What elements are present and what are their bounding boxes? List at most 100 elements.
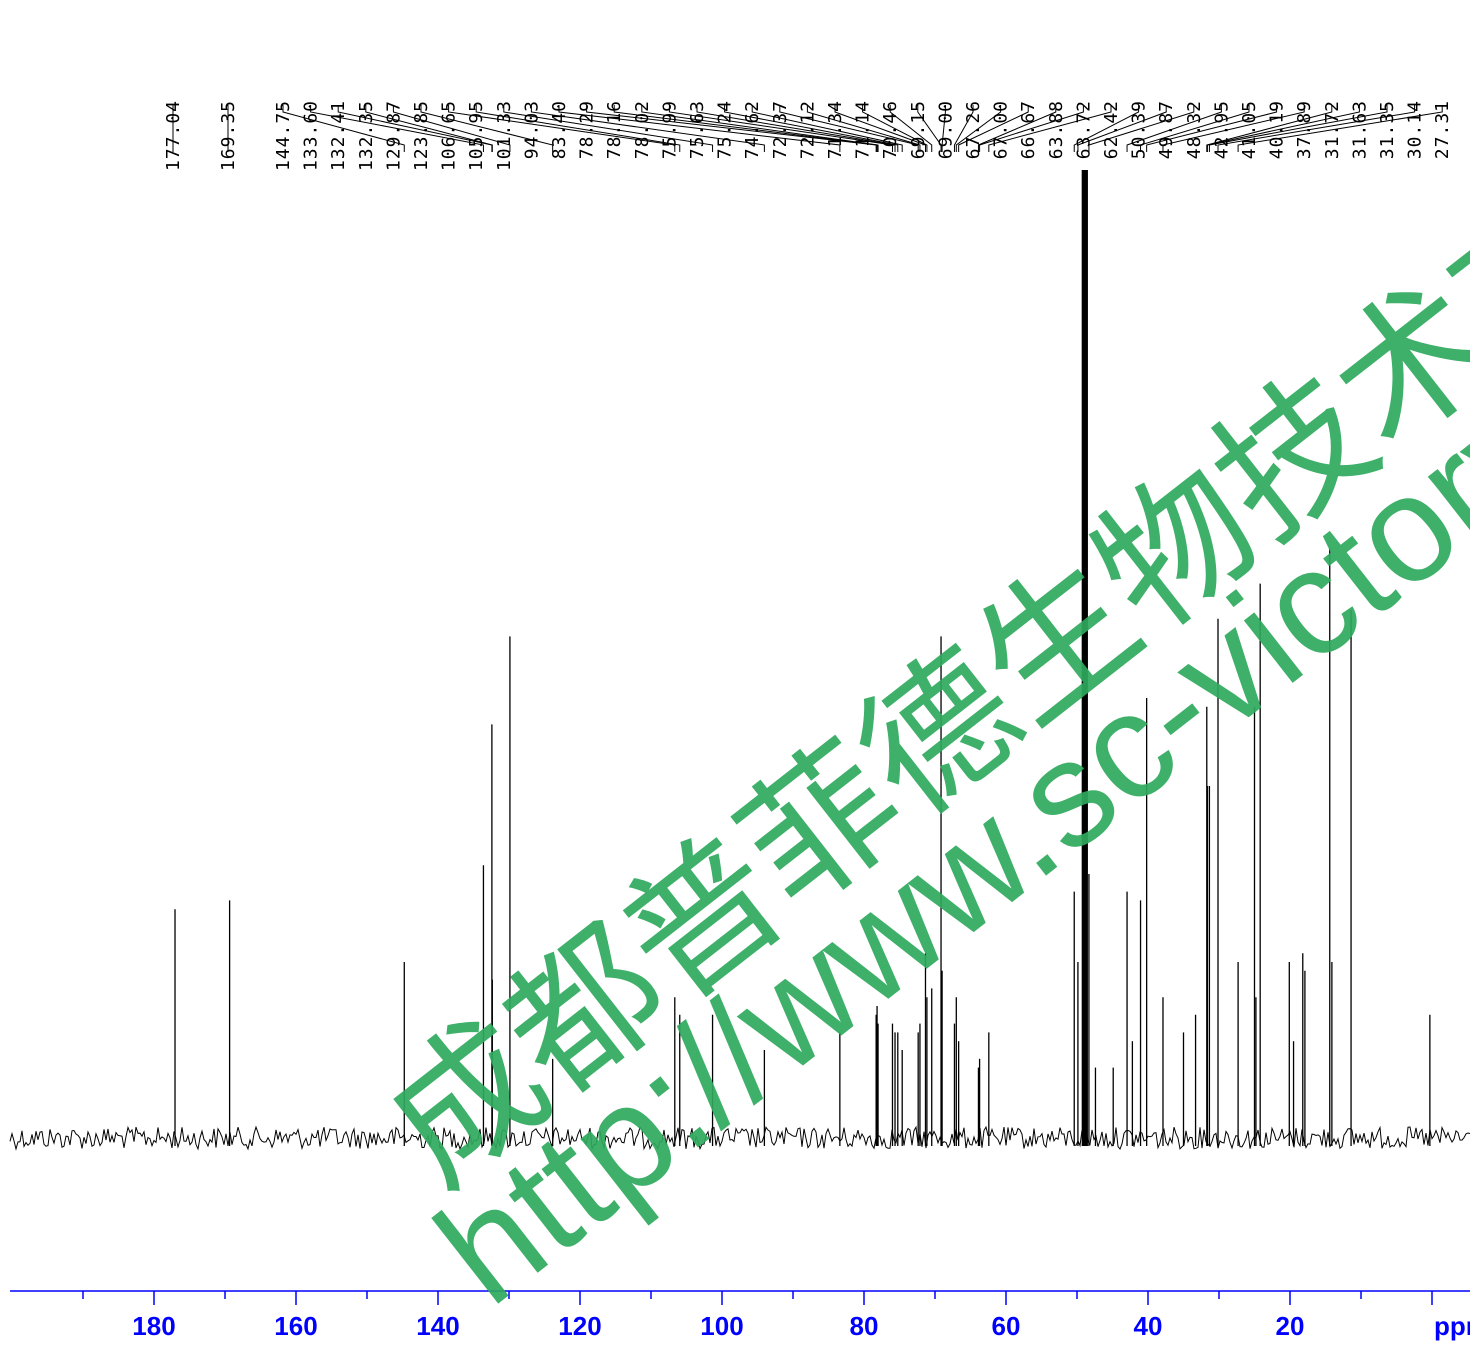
peak-label-41: 31.63 [1349,100,1370,159]
x-tick-label-100: 100 [700,1311,743,1341]
peak-label-line-11 [530,105,765,152]
peak-label-line-10 [503,105,714,152]
peak-label-9: 105.95 [466,100,487,171]
peak-label-15: 78.02 [632,100,653,159]
peak-label-line-26 [941,105,946,152]
peak-label-line-37 [1140,105,1250,152]
peak-label-11: 94.03 [521,100,542,159]
peak-label-0: 177.04 [163,100,184,171]
peak-label-line-23 [862,105,928,152]
peak-label-line-33 [1073,105,1140,152]
peak-label-line-34 [1077,105,1167,152]
peak-label-line-44 [1237,105,1443,152]
peak-label-29: 66.67 [1018,100,1039,159]
x-tick-label-140: 140 [416,1311,459,1341]
peak-label-line-43 [1217,105,1416,152]
peak-label-line-5 [365,105,493,152]
peak-label-line-22 [834,105,926,152]
peak-label-line-18 [724,105,899,152]
peak-label-35: 48.32 [1184,100,1205,159]
peak-label-13: 78.29 [577,100,598,159]
peak-label-17: 75.63 [687,100,708,159]
peak-label-22: 71.34 [825,100,846,159]
peak-label-line-27 [953,105,974,152]
peak-label-1: 169.35 [218,100,239,171]
peak-label-line-30 [977,105,1057,152]
peak-label-44: 27.31 [1432,100,1453,159]
peak-label-line-25 [917,105,942,152]
peak-label-line-12 [558,105,841,152]
x-tick-label-80: 80 [850,1311,879,1341]
peak-label-line-29 [958,105,1029,152]
peak-label-line-35 [1088,105,1195,152]
peak-label-4: 132.41 [328,100,349,171]
peak-label-12: 83.40 [549,100,570,159]
peak-label-line-39 [1162,105,1305,152]
peak-label-line-16 [668,105,893,152]
peak-label-line-2 [282,105,405,152]
peak-label-16: 75.99 [659,100,680,159]
x-tick-label-60: 60 [992,1311,1021,1341]
spectrum-baseline-noise [9,1125,1470,1151]
peak-label-line-36 [1126,105,1222,152]
peak-label-38: 40.19 [1267,100,1288,159]
x-tick-label-180: 180 [132,1311,175,1341]
peak-label-32: 62.42 [1101,100,1122,159]
x-axis-unit-label: ppm [1434,1311,1470,1341]
peak-label-26: 69.00 [935,100,956,159]
peak-label-27: 67.26 [963,100,984,159]
peak-label-20: 72.37 [770,100,791,159]
peak-label-30: 63.88 [1046,100,1067,159]
peak-label-line-15 [641,105,879,152]
peak-label-line-32 [988,105,1112,152]
peak-label-line-28 [955,105,1002,152]
peak-label-37: 41.05 [1239,100,1260,159]
peak-label-25: 69.15 [908,100,929,159]
peak-label-line-19 [751,105,903,152]
peak-label-43: 30.14 [1405,100,1426,159]
peak-label-18: 75.24 [715,100,736,159]
peak-label-line-6 [392,105,511,152]
peak-label-14: 78.16 [604,100,625,159]
x-tick-label-160: 160 [274,1311,317,1341]
peak-label-3: 133.60 [301,100,322,171]
peak-label-line-42 [1208,105,1388,152]
peak-label-21: 72.12 [797,100,818,159]
peak-label-line-41 [1206,105,1360,152]
peak-label-6: 129.87 [383,100,404,171]
x-axis-ticks: 180 160 140 120 100 80 60 40 20 [82,1291,1433,1341]
peak-label-33: 50.39 [1129,100,1150,159]
peak-label-2: 144.75 [273,100,294,171]
peak-label-28: 67.00 [991,100,1012,159]
peak-label-line-3 [310,105,484,152]
peak-label-10: 101.33 [494,100,515,171]
x-axis: 180 160 140 120 100 80 60 40 20 ppm [10,1290,1470,1341]
peak-label-5: 132.35 [356,100,377,171]
x-tick-label-20: 20 [1276,1311,1305,1341]
peak-label-line-21 [806,105,921,152]
x-tick-label-40: 40 [1134,1311,1163,1341]
peak-label-line-40 [1206,105,1333,152]
peak-label-7: 123.85 [411,100,432,171]
peak-label-line-38 [1146,105,1278,152]
x-tick-label-120: 120 [558,1311,601,1341]
spectrum-peaks [174,170,1431,1146]
peak-label-23: 71.14 [853,100,874,159]
peak-label-36: 42.95 [1211,100,1232,159]
peak-label-19: 74.62 [742,100,763,159]
peak-label-24: 70.46 [880,100,901,159]
peak-label-34: 49.87 [1156,100,1177,159]
peak-label-line-20 [779,105,919,152]
peak-label-texts: 177.04 169.35 144.75 133.60 132.41 132.35 129.… [163,100,1453,171]
peak-label-line-31 [979,105,1084,152]
peak-label-40: 31.72 [1322,100,1343,159]
peak-label-line-9 [475,105,681,152]
peak-label-line-13 [586,105,877,152]
peak-label-line-8 [448,105,676,152]
peak-label-line-7 [420,105,554,152]
peak-label-connector-lines [172,105,1443,152]
peak-label-line-17 [696,105,896,152]
peak-label-31: 63.72 [1073,100,1094,159]
peak-label-line-24 [889,105,933,152]
